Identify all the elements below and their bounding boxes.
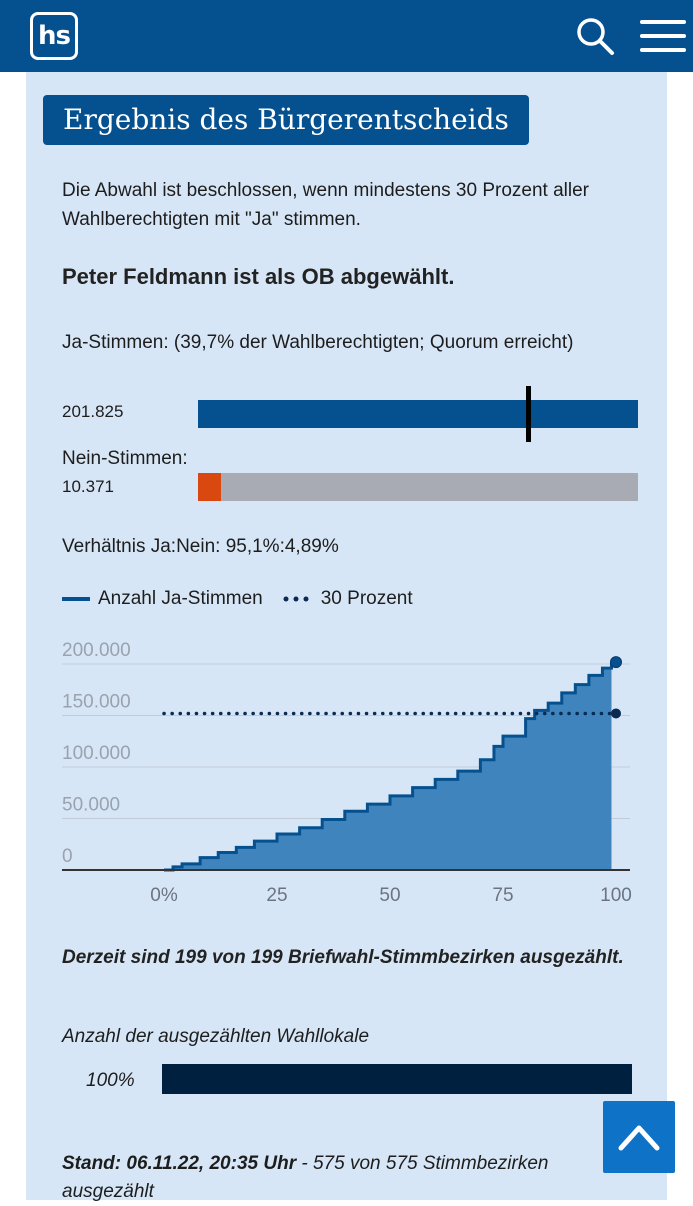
legend-series-label: Anzahl Ja-Stimmen [98, 588, 263, 609]
yes-votes-chart: 0 50.000 100.000 150.000 200.000 0% 25 50 75 100 [62, 640, 632, 906]
timestamp-bold: Stand: 06.11.22, 20:35 Uhr [62, 1153, 297, 1174]
ratio-text: Verhältnis Ja:Nein: 95,1%:4,89% [62, 536, 339, 557]
no-votes-value: 10.371 [62, 477, 114, 496]
yes-votes-bar [198, 386, 638, 442]
x-tick-label: 0% [150, 885, 178, 906]
x-tick-label: 75 [492, 885, 513, 906]
y-tick-label: 0 [62, 846, 73, 867]
timestamp-rest: - 575 von 575 Stimmbezirken ausgezählt [62, 1153, 549, 1202]
scroll-top-button[interactable] [603, 1101, 675, 1173]
counted-stations-bar-fill [162, 1064, 632, 1094]
yes-votes-value: 201.825 [62, 402, 124, 421]
chart-legend: Anzahl Ja-Stimmen 30 Prozent [62, 586, 413, 612]
yes-votes-bar-fill [198, 400, 638, 428]
legend-dots-swatch [283, 596, 309, 602]
hamburger-menu-icon[interactable] [640, 18, 686, 54]
page-title: Ergebnis des Bürgerentscheids [43, 95, 529, 145]
counted-percent: 100% [86, 1070, 135, 1091]
y-tick-label: 150.000 [62, 692, 131, 713]
no-votes-label: Nein-Stimmen: [62, 448, 188, 469]
series-end-marker [610, 656, 622, 669]
hs-logo[interactable]: hs [30, 12, 78, 60]
y-tick-label: 200.000 [62, 640, 131, 661]
legend-line-swatch [62, 597, 90, 601]
counted-stations-bar [162, 1064, 632, 1094]
postal-count-status: Derzeit sind 199 von 199 Briefwahl-Stimm… [62, 947, 624, 968]
counted-stations-label: Anzahl der ausgezählten Wahllokale [62, 1026, 370, 1047]
legend-threshold-label: 30 Prozent [320, 588, 413, 609]
chevron-up-icon [618, 1125, 660, 1151]
quorum-marker [526, 386, 531, 442]
y-tick-label: 50.000 [62, 795, 120, 816]
site-header: hs [0, 0, 693, 72]
search-icon[interactable] [575, 16, 615, 56]
x-tick-label: 100 [600, 885, 632, 906]
yes-votes-label: Ja-Stimmen: (39,7% der Wahlberechtigten;… [62, 332, 574, 353]
no-votes-bar [198, 473, 638, 501]
logo-text: hs [38, 21, 71, 51]
series-line-yes-votes [164, 662, 613, 872]
threshold-end-marker [611, 708, 621, 719]
x-tick-label: 25 [266, 885, 287, 906]
series-area-yes-votes [164, 662, 612, 870]
no-votes-bar-fill [198, 473, 221, 501]
result-panel [26, 72, 667, 1200]
intro-text: Die Abwahl ist beschlossen, wenn mindest… [62, 180, 590, 230]
x-tick-label: 50 [379, 885, 400, 906]
timestamp-status: Stand: 06.11.22, 20:35 Uhr - 575 von 575… [62, 1150, 622, 1206]
result-headline: Peter Feldmann ist als OB abgewählt. [62, 264, 455, 289]
y-tick-label: 100.000 [62, 743, 131, 764]
